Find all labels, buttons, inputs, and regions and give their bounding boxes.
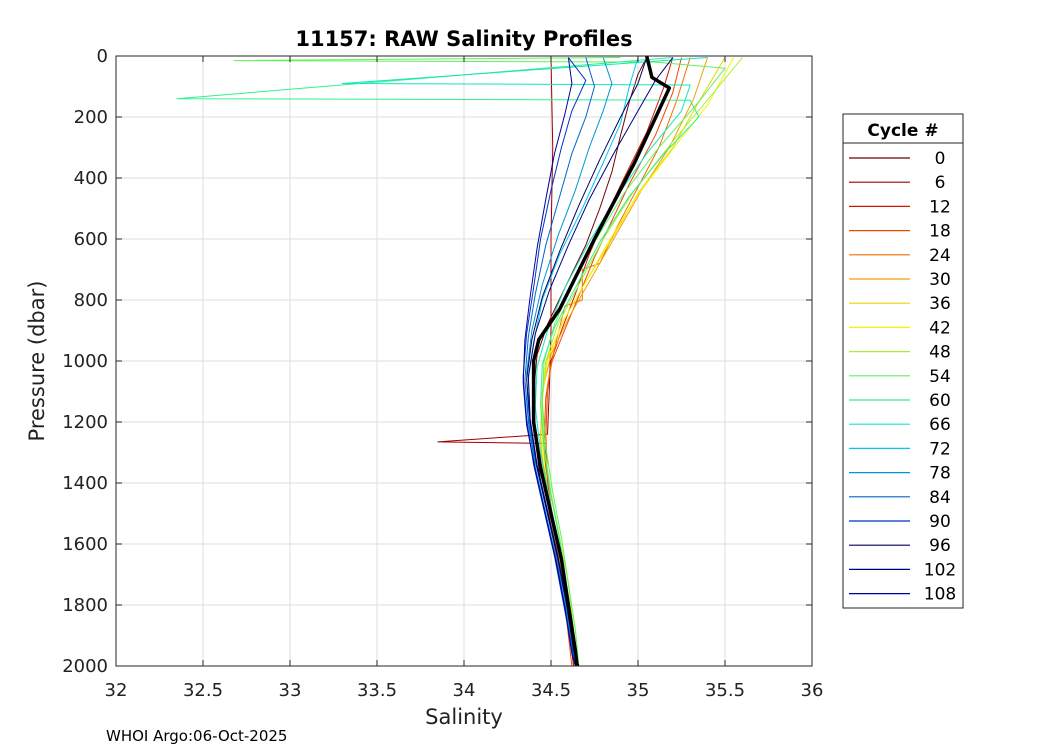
legend-label-48: 48 bbox=[929, 343, 951, 363]
legend-label-102: 102 bbox=[924, 560, 956, 580]
legend-label-18: 18 bbox=[929, 222, 951, 242]
legend-title: Cycle # bbox=[867, 121, 938, 141]
legend-entries: 0 6 12 18 24 30 36 42 48 54 60 66 72 78 84 90 96 102 108 bbox=[849, 149, 956, 605]
x-tick-label: 32 bbox=[105, 680, 128, 701]
legend-label-12: 12 bbox=[929, 197, 951, 217]
y-tick-label: 1200 bbox=[62, 412, 108, 433]
y-tick-label: 2000 bbox=[62, 656, 108, 677]
y-tick-label: 600 bbox=[74, 229, 108, 250]
footer-timestamp: WHOI Argo:06-Oct-2025 bbox=[106, 727, 287, 745]
x-axis-label: Salinity bbox=[425, 705, 503, 729]
legend-label-30: 30 bbox=[929, 270, 951, 290]
legend-label-90: 90 bbox=[929, 512, 951, 532]
legend-label-72: 72 bbox=[929, 439, 951, 459]
legend-label-84: 84 bbox=[929, 488, 951, 508]
x-tick-label: 33 bbox=[279, 680, 302, 701]
legend-label-24: 24 bbox=[929, 246, 951, 266]
y-tick-label: 1400 bbox=[62, 473, 108, 494]
series-line-cycle-48 bbox=[541, 57, 743, 666]
series-line-cycle-102 bbox=[527, 57, 674, 666]
y-tick-label: 400 bbox=[74, 168, 108, 189]
series-line-cycle-78 bbox=[526, 57, 613, 666]
y-axis-label: Pressure (dbar) bbox=[25, 281, 49, 442]
y-tick-label: 1600 bbox=[62, 534, 108, 555]
x-tick-label: 35.5 bbox=[705, 680, 745, 701]
legend-label-36: 36 bbox=[929, 294, 951, 314]
chart-title: 11157: RAW Salinity Profiles bbox=[295, 27, 632, 51]
x-axis-ticks: 32 32.5 33 33.5 34 34.5 35 35.5 36 bbox=[105, 56, 824, 701]
legend-label-0: 0 bbox=[935, 149, 946, 169]
series-line-cycle-90 bbox=[522, 57, 587, 666]
x-tick-label: 32.5 bbox=[183, 680, 223, 701]
y-tick-label: 800 bbox=[74, 290, 108, 311]
legend-label-108: 108 bbox=[924, 585, 956, 605]
legend-box bbox=[842, 113, 964, 609]
y-axis-ticks: 0 200 400 600 800 1000 1200 1400 1600 1800 2000 bbox=[62, 46, 812, 677]
x-tick-label: 36 bbox=[801, 680, 824, 701]
mean-layer bbox=[531, 56, 672, 666]
series-layer bbox=[176, 57, 743, 666]
x-tick-label: 34.5 bbox=[531, 680, 571, 701]
legend-label-96: 96 bbox=[929, 536, 951, 556]
y-tick-label: 200 bbox=[74, 107, 108, 128]
legend-label-42: 42 bbox=[929, 318, 951, 338]
x-tick-label: 35 bbox=[627, 680, 650, 701]
legend-label-66: 66 bbox=[929, 415, 951, 435]
legend: Cycle # 0 6 12 18 24 30 36 42 48 54 60 66 72 78 84 90 96… bbox=[842, 113, 964, 609]
y-tick-label: 1000 bbox=[62, 351, 108, 372]
y-tick-label: 1800 bbox=[62, 595, 108, 616]
legend-label-78: 78 bbox=[929, 464, 951, 484]
y-tick-label: 0 bbox=[97, 46, 108, 67]
legend-label-54: 54 bbox=[929, 367, 951, 387]
x-tick-label: 34 bbox=[453, 680, 476, 701]
plot-area bbox=[176, 56, 743, 666]
x-tick-label: 33.5 bbox=[357, 680, 397, 701]
series-line-cycle-96 bbox=[526, 57, 648, 666]
series-line-cycle-108 bbox=[522, 57, 576, 666]
legend-label-6: 6 bbox=[935, 173, 946, 193]
series-line-cycle-84 bbox=[524, 57, 595, 666]
legend-label-60: 60 bbox=[929, 391, 951, 411]
mean-profile-line bbox=[531, 56, 672, 666]
